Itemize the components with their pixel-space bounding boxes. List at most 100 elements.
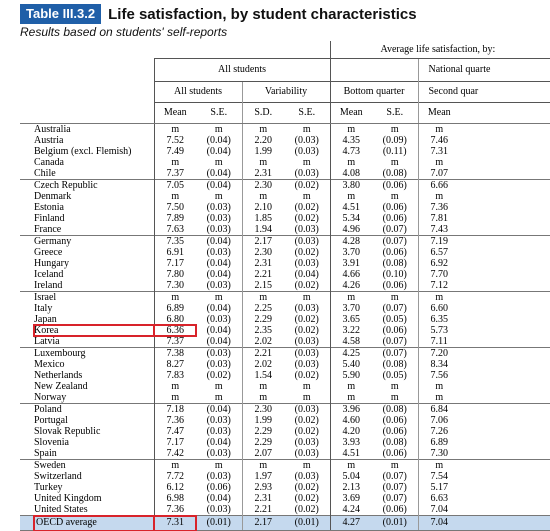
sq-mean-cell: 6.89 xyxy=(417,437,460,448)
col-variability: Variability xyxy=(241,81,330,103)
bq-se-cell: (0.06) xyxy=(372,179,418,191)
table-row: Poland 7.18 (0.04) 2.30 (0.03) 3.96 (0.08) 6.84 xyxy=(20,403,550,415)
sd-cell: 2.29 xyxy=(241,314,284,325)
se-cell: m xyxy=(196,459,242,471)
bq-se-cell: (0.05) xyxy=(382,314,407,325)
se2-cell: (0.03) xyxy=(294,224,319,235)
country-cell: Japan xyxy=(34,314,57,325)
bq-se-cell: m xyxy=(390,157,399,168)
se2-cell: (0.03) xyxy=(294,471,319,482)
country-cell: Denmark xyxy=(34,191,72,202)
col-national-quarter: National quarte xyxy=(417,58,550,82)
se-cell: (0.04) xyxy=(196,403,242,415)
sub-mean: Mean xyxy=(417,102,460,124)
table-viewport[interactable]: Average life satisfaction, by: All stude… xyxy=(20,41,550,531)
sd-cell: 1.97 xyxy=(241,471,284,482)
table-row: Australia m m m m m m m xyxy=(20,123,550,135)
bq-mean-cell: 3.80 xyxy=(329,179,372,191)
sq-mean-cell: 7.43 xyxy=(417,224,460,236)
sd-cell: 2.21 xyxy=(241,347,284,359)
mean-cell: 7.80 xyxy=(153,269,196,280)
bq-mean-cell: 4.25 xyxy=(329,347,372,359)
bq-se-cell: (0.08) xyxy=(372,403,418,415)
oecd-average-row: OECD average 7.31 (0.01) 2.17 (0.01) 4.27 (0.0… xyxy=(20,514,550,531)
se-cell: (0.03) xyxy=(206,359,231,370)
table-title: Life satisfaction, by student characteri… xyxy=(108,5,417,23)
sq-mean-cell: 6.60 xyxy=(417,303,460,314)
table-row: New Zealand m m m m m m m xyxy=(20,381,550,392)
table-row: Estonia 7.50 (0.03) 2.10 (0.02) 4.51 (0.06) 7.3… xyxy=(20,202,550,213)
table-number-badge: Table III.3.2 xyxy=(20,4,102,24)
sd-cell: 2.35 xyxy=(241,325,284,336)
se2-cell: (0.03) xyxy=(294,258,319,269)
bq-se-cell: (0.06) xyxy=(382,426,407,437)
mean-cell: 7.47 xyxy=(153,426,196,437)
sq-mean-cell: 7.12 xyxy=(417,280,460,292)
bq-mean-cell: 4.51 xyxy=(329,202,372,213)
sd-cell: 2.30 xyxy=(241,179,284,191)
bq-mean-cell: 3.70 xyxy=(329,303,372,314)
sub-mean: Mean xyxy=(153,102,196,124)
se2-cell: m xyxy=(302,392,311,403)
bq-mean-cell: 3.22 xyxy=(329,325,372,336)
country-cell: Netherlands xyxy=(34,370,83,381)
bq-mean-cell: 3.91 xyxy=(329,258,372,269)
se2-cell: (0.02) xyxy=(294,493,319,504)
average-label-cell: OECD average xyxy=(33,514,155,531)
sq-mean-cell: 6.35 xyxy=(417,314,460,325)
sd-cell: 2.15 xyxy=(241,280,284,292)
sq-mean-cell: 6.66 xyxy=(417,179,460,191)
sq-mean-cell: 7.30 xyxy=(417,448,460,460)
sq-mean-cell: 7.81 xyxy=(417,213,460,224)
se-cell: (0.04) xyxy=(206,269,231,280)
sq-mean-cell: 7.19 xyxy=(417,235,460,247)
se2-cell: (0.02) xyxy=(294,325,319,336)
sd-cell: m xyxy=(241,392,284,404)
country-cell: Finland xyxy=(34,213,65,224)
se2-cell: m xyxy=(302,124,311,135)
sq-mean-cell: 7.36 xyxy=(417,202,460,213)
bq-se-cell: (0.07) xyxy=(372,347,418,359)
se2-cell: (0.04) xyxy=(294,269,319,280)
table-row: Sweden m m m m m m m xyxy=(20,459,550,471)
bq-se-cell: (0.07) xyxy=(372,235,418,247)
mean-cell: 7.17 xyxy=(153,258,196,269)
table-row: Austria 7.52 (0.04) 2.20 (0.03) 4.35 (0.09) 7.4… xyxy=(20,135,550,146)
bq-se-cell: (0.06) xyxy=(382,448,407,459)
sq-mean-cell: 5.73 xyxy=(417,325,460,336)
bq-se-cell: (0.06) xyxy=(382,247,407,258)
se2-cell: (0.02) xyxy=(294,213,319,224)
bq-se-cell: (0.07) xyxy=(382,303,407,314)
se2-cell: (0.02) xyxy=(294,370,319,381)
mean-cell: 7.17 xyxy=(153,437,196,448)
country-cell: Slovenia xyxy=(34,437,69,448)
se2-cell: (0.03) xyxy=(284,347,330,359)
se-cell: (0.04) xyxy=(206,325,231,336)
bq-se-cell: (0.10) xyxy=(382,269,407,280)
country-cell: Estonia xyxy=(34,202,64,213)
se-cell: (0.04) xyxy=(206,135,231,146)
table-row: Japan 6.80 (0.03) 2.29 (0.02) 3.65 (0.05) 6.35 xyxy=(20,314,550,325)
average-bq-se-cell: (0.01) xyxy=(372,515,418,531)
mean-cell: m xyxy=(153,157,196,168)
bq-mean-cell: 4.66 xyxy=(329,269,372,280)
table-subtitle: Results based on students' self-reports xyxy=(20,25,228,39)
se-cell: m xyxy=(214,124,223,135)
se2-cell: (0.02) xyxy=(294,426,319,437)
sd-cell: 2.31 xyxy=(241,258,284,269)
sq-mean-cell: 7.20 xyxy=(417,347,460,359)
se-cell: (0.03) xyxy=(206,280,231,291)
mean-cell: 7.49 xyxy=(153,146,196,157)
sq-mean-cell: 7.70 xyxy=(417,269,460,280)
mean-cell: 6.91 xyxy=(153,247,196,258)
country-cell: Slovak Republic xyxy=(34,426,101,437)
mean-cell: 7.63 xyxy=(153,224,196,236)
bq-se-cell: m xyxy=(390,381,399,392)
sq-mean-cell: 6.92 xyxy=(417,258,460,269)
se-cell: (0.06) xyxy=(206,482,231,493)
se-cell: (0.03) xyxy=(206,415,231,426)
se2-cell: m xyxy=(302,157,311,168)
sq-mean-cell: 6.63 xyxy=(417,493,460,504)
bq-se-cell: (0.06) xyxy=(382,280,407,291)
average-sq-mean-cell: 7.04 xyxy=(417,515,460,531)
